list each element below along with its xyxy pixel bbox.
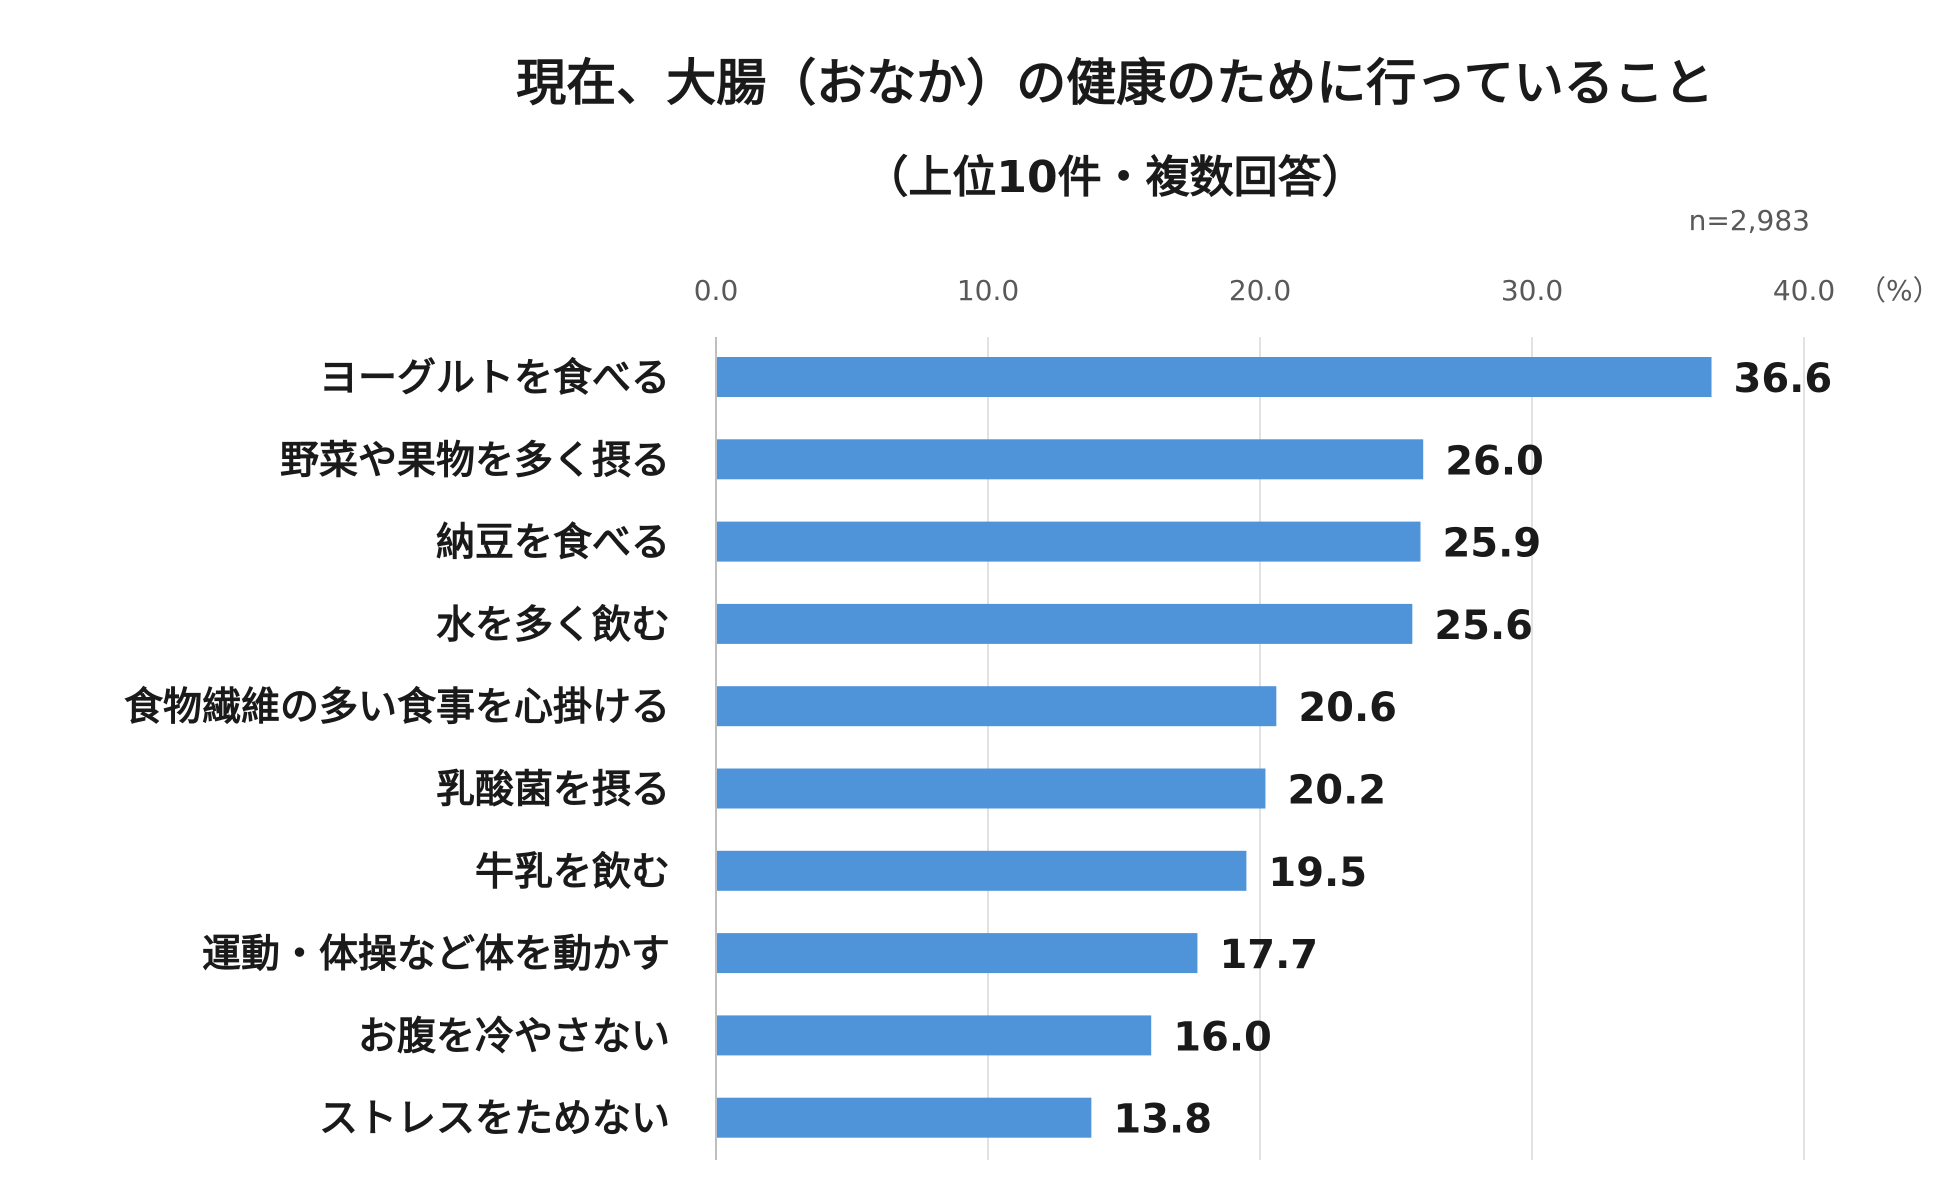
bar: [717, 521, 1421, 562]
category-label: 食物繊維の多い食事を心掛ける: [124, 685, 670, 730]
data-label: 25.9: [1442, 521, 1541, 567]
sample-size-note: n=2,983: [1689, 204, 1810, 237]
data-label: 17.7: [1219, 932, 1318, 978]
x-tick-label: 0.0: [694, 274, 739, 307]
bar: [717, 850, 1247, 891]
data-label: 26.0: [1445, 438, 1544, 484]
bar: [717, 686, 1277, 727]
chart-title: 現在、大腸（おなか）の健康のために行っていること: [516, 54, 1714, 112]
bar: [717, 603, 1413, 644]
bar: [717, 1015, 1152, 1056]
labels: 現在、大腸（おなか）の健康のために行っていること （上位10件・複数回答） n=…: [124, 54, 1941, 1143]
bar: [717, 357, 1712, 397]
x-tick-label: 30.0: [1501, 274, 1563, 307]
data-label: 36.6: [1734, 356, 1833, 402]
category-label: 乳酸菌を摂る: [436, 768, 670, 813]
unit-label: （%）: [1858, 274, 1941, 307]
data-label: 16.0: [1173, 1014, 1272, 1060]
bars: [717, 357, 1712, 1138]
category-label: 納豆を食べる: [436, 521, 670, 566]
category-label: 牛乳を飲む: [475, 850, 670, 895]
category-label: お腹を冷やさない: [358, 1014, 670, 1059]
category-label: 運動・体操など体を動かす: [202, 932, 670, 977]
bar: [717, 768, 1266, 809]
bar: [717, 1097, 1092, 1138]
data-label: 20.6: [1298, 685, 1397, 731]
x-tick-label: 40.0: [1773, 274, 1835, 307]
category-label: ヨーグルトを食べる: [319, 356, 670, 401]
category-label: ストレスをためない: [319, 1097, 670, 1142]
category-label: 水を多く飲む: [436, 603, 670, 648]
data-label: 13.8: [1113, 1097, 1212, 1143]
data-label: 19.5: [1268, 850, 1367, 896]
bar: [717, 933, 1198, 974]
bar: [717, 439, 1424, 480]
x-tick-label: 10.0: [957, 274, 1019, 307]
chart-subtitle: （上位10件・複数回答）: [864, 152, 1365, 203]
category-label: 野菜や果物を多く摂る: [280, 438, 670, 483]
data-label: 25.6: [1434, 603, 1533, 649]
data-label: 20.2: [1287, 768, 1386, 814]
x-tick-label: 20.0: [1229, 274, 1291, 307]
